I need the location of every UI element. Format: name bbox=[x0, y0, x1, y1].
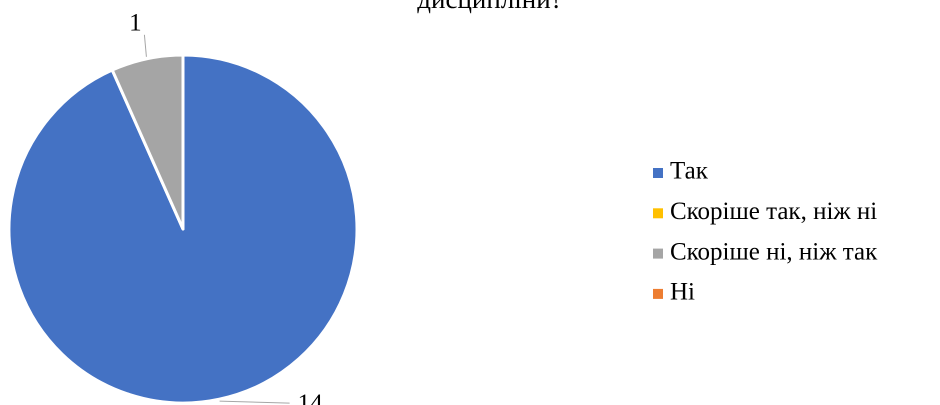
chart-title: дисципліни? bbox=[417, 0, 562, 14]
legend-swatch bbox=[653, 248, 663, 259]
legend-swatch bbox=[653, 208, 663, 219]
data-label: 14 bbox=[298, 390, 324, 405]
legend-label: Скоріше так, ніж ні bbox=[670, 198, 877, 225]
legend-label: Скоріше ні, ніж так bbox=[670, 238, 878, 265]
legend-swatch bbox=[653, 288, 663, 299]
legend-swatch bbox=[653, 168, 663, 178]
pie-slice bbox=[110, 53, 185, 231]
legend-label: Так bbox=[670, 158, 709, 185]
legend-label: Ні bbox=[670, 279, 695, 306]
data-label: 1 bbox=[129, 10, 142, 37]
leader-line bbox=[143, 34, 147, 57]
leader-line bbox=[219, 400, 290, 404]
